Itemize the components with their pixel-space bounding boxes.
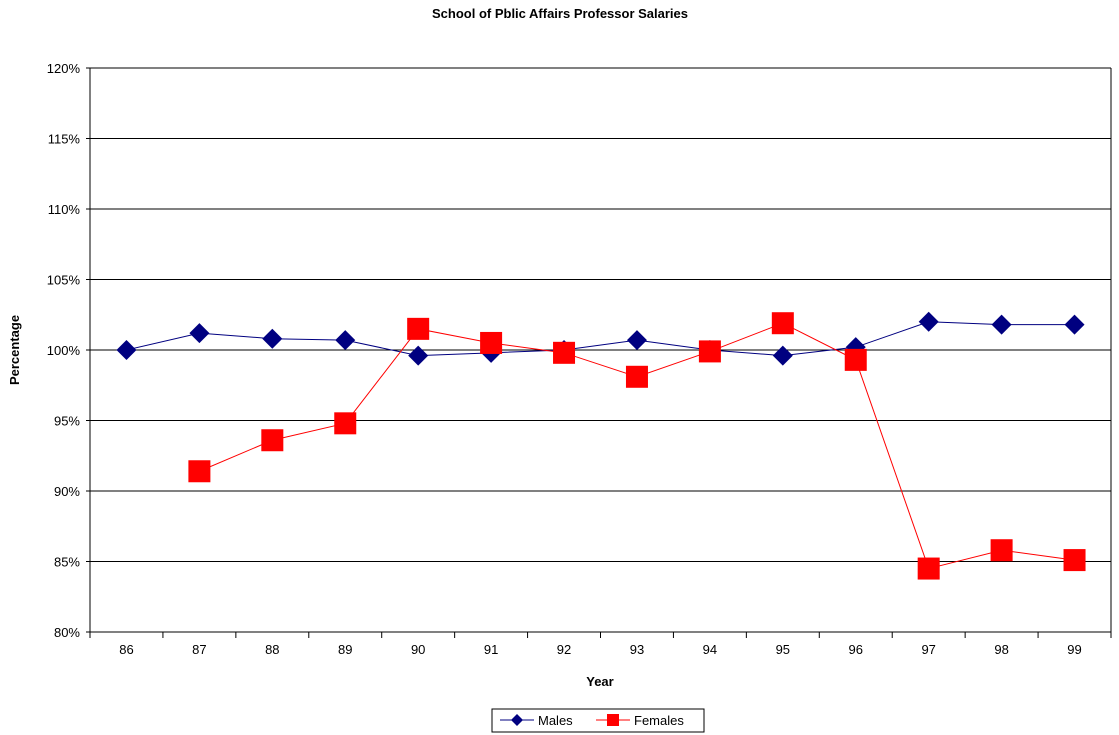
chart-title: School of Pblic Affairs Professor Salari… — [432, 6, 688, 21]
y-tick-label: 105% — [47, 273, 81, 288]
x-axis-title: Year — [586, 674, 613, 689]
x-tick-label: 90 — [411, 642, 425, 657]
y-tick-label: 95% — [54, 414, 80, 429]
y-tick-label: 115% — [48, 132, 81, 147]
legend-males-label: Males — [538, 713, 573, 728]
x-tick-label: 98 — [994, 642, 1008, 657]
females-point — [407, 317, 430, 340]
x-tick-label: 88 — [265, 642, 279, 657]
legend: Males Females — [491, 708, 705, 733]
y-tick-labels: 80% 85% 90% 95% 100% 105% 110% 115% 120% — [47, 61, 81, 640]
females-point — [261, 429, 284, 452]
x-tick-label: 95 — [776, 642, 790, 657]
males-point — [918, 311, 939, 332]
x-tick-label: 99 — [1067, 642, 1081, 657]
females-point — [625, 365, 648, 388]
x-tick-label: 92 — [557, 642, 571, 657]
legend-males-marker — [511, 714, 523, 726]
x-tick-label: 86 — [119, 642, 133, 657]
females-point — [771, 312, 794, 335]
legend-females-marker — [607, 714, 619, 726]
males-point — [116, 340, 137, 360]
legend-females-label: Females — [634, 713, 684, 728]
females-point — [990, 539, 1013, 562]
y-tick-label: 100% — [47, 343, 81, 358]
males-point — [626, 330, 647, 351]
males-point — [189, 323, 210, 344]
females-point — [480, 331, 503, 354]
males-point — [335, 330, 356, 351]
y-tick-label: 120% — [47, 61, 81, 76]
males-point — [262, 328, 283, 349]
x-tick-label: 97 — [921, 642, 935, 657]
series — [116, 311, 1086, 580]
x-tick-label: 94 — [703, 642, 717, 657]
y-tick-label: 85% — [54, 555, 80, 570]
females-point — [334, 412, 357, 435]
y-tick-label: 80% — [54, 625, 80, 640]
males-point — [408, 345, 429, 366]
males-point — [991, 314, 1012, 335]
x-tick-label: 87 — [192, 642, 206, 657]
females-point — [698, 340, 721, 363]
x-tick-labels: 86 87 88 89 90 91 92 93 94 95 96 97 98 99 — [119, 642, 1082, 657]
x-tick-label: 91 — [484, 642, 498, 657]
axes — [86, 67, 1112, 638]
males-point — [772, 345, 793, 366]
females-point — [1063, 549, 1086, 572]
females-point — [917, 557, 940, 580]
x-tick-label: 96 — [849, 642, 863, 657]
males-point — [1064, 314, 1085, 335]
females-point — [844, 348, 867, 371]
x-tick-label: 93 — [630, 642, 644, 657]
y-tick-label: 90% — [54, 484, 80, 499]
y-tick-label: 110% — [48, 202, 81, 217]
x-tick-label: 89 — [338, 642, 352, 657]
males-line — [126, 321, 1075, 357]
y-axis-title: Percentage — [7, 315, 22, 385]
females-point — [188, 460, 211, 483]
females-point — [553, 341, 576, 364]
